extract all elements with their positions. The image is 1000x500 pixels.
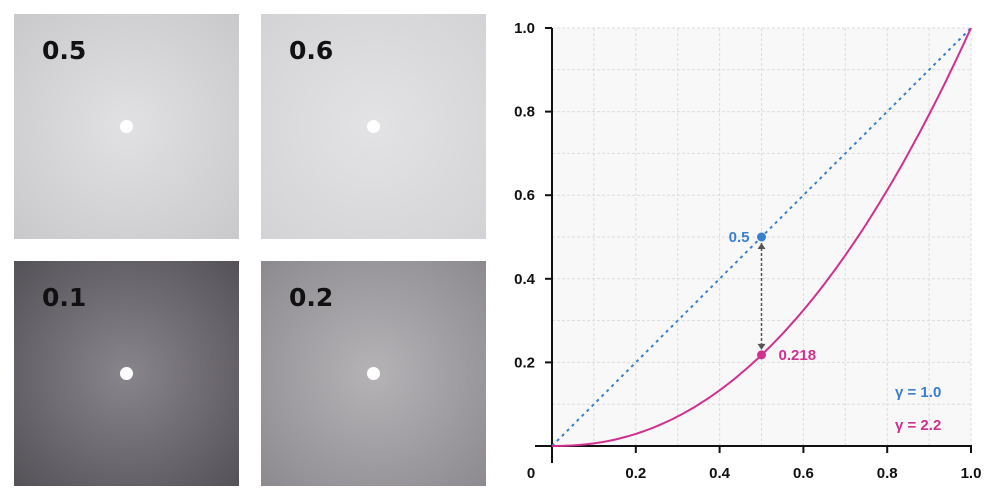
y-tick-label: 0.2 <box>514 354 535 371</box>
arrow-head-down <box>757 343 766 350</box>
x-tick-label: 0.4 <box>709 465 731 482</box>
x-tick-label: 0.2 <box>625 465 646 482</box>
panel-label: 0.1 <box>42 283 87 312</box>
annotation-label: 0.218 <box>779 347 817 364</box>
gray-panel-0.6: 0.6 <box>261 14 486 239</box>
gray-panel-0.2: 0.2 <box>261 261 486 486</box>
x-tick-label: 0.6 <box>793 465 814 482</box>
y-tick-label: 1.0 <box>514 20 535 37</box>
annotation-label: 0.5 <box>729 229 750 246</box>
annotation-point <box>757 232 766 242</box>
legend-entry: γ = 1.0 <box>895 384 941 401</box>
gray-panel-0.5: 0.5 <box>14 14 239 239</box>
legend-entry: γ = 2.2 <box>895 417 941 434</box>
y-tick-label: 0.8 <box>514 104 535 121</box>
y-tick-label: 0.4 <box>514 271 536 288</box>
gray-panel-0.1: 0.1 <box>14 261 239 486</box>
panel-label: 0.5 <box>42 36 87 65</box>
center-dot <box>120 367 133 380</box>
x-tick-label: 0.8 <box>877 465 898 482</box>
annotation-point <box>757 350 766 360</box>
center-dot <box>367 367 380 380</box>
x-tick-label: 1.0 <box>961 465 982 482</box>
panel-label: 0.2 <box>289 283 334 312</box>
center-dot <box>120 120 133 133</box>
panel-label: 0.6 <box>289 36 334 65</box>
center-dot <box>367 120 380 133</box>
x-tick-label: 0 <box>527 465 535 482</box>
arrow-head-up <box>757 243 766 249</box>
y-tick-label: 0.6 <box>514 187 535 204</box>
